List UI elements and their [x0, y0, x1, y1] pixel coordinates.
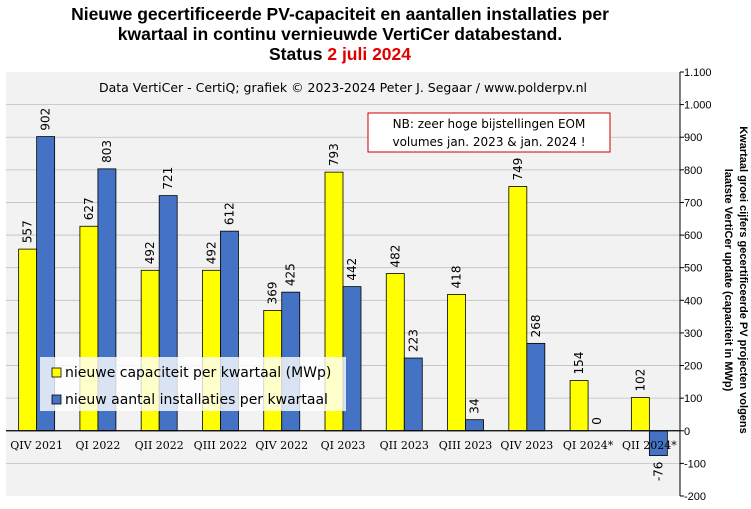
bar-capacity: [508, 186, 528, 432]
data-label: 492: [204, 241, 218, 264]
legend-label: nieuw aantal installaties per kwartaal: [65, 392, 328, 408]
y-tick-label: -100: [684, 458, 706, 470]
data-label: 268: [529, 314, 543, 337]
data-label: 442: [345, 258, 359, 281]
y-tick-label: -200: [684, 491, 706, 503]
data-label: 902: [39, 108, 53, 131]
data-label: 803: [100, 140, 114, 163]
bar-capacity: [18, 248, 38, 432]
data-label: 34: [468, 398, 482, 413]
y-tick-label: 300: [684, 328, 702, 340]
bar-installations: [526, 342, 546, 432]
data-label: 425: [284, 263, 298, 286]
bar-installations: [403, 357, 423, 432]
data-label: 223: [406, 329, 420, 352]
y-tick-label: 0: [684, 426, 690, 438]
data-label: 154: [572, 352, 586, 375]
data-label: 369: [266, 282, 280, 305]
y-tick-label: 1.100: [684, 67, 712, 79]
x-tick-label: QIV 2022: [255, 439, 308, 452]
y-tick-label: 100: [684, 393, 702, 405]
data-label: -76: [651, 462, 665, 482]
x-tick-label: QII 2023: [380, 439, 429, 452]
y-tick-label: 600: [684, 230, 702, 242]
bar-installations: [465, 419, 484, 432]
legend-swatch: [51, 367, 62, 378]
source-text: Data VertiCer - CertiQ; grafiek © 2023-2…: [99, 80, 587, 95]
y-tick-label: 900: [684, 132, 702, 144]
y-tick-label: 200: [684, 361, 702, 373]
bar-capacity: [385, 273, 405, 432]
y-tick-label: 1.000: [684, 100, 712, 112]
x-tick-label: QI 2022: [75, 439, 120, 452]
note-line-1: NB: zeer hoge bijstellingen EOM: [393, 117, 586, 131]
data-label: 482: [388, 245, 402, 268]
x-tick-label: QIII 2022: [194, 439, 248, 452]
bar-capacity: [447, 294, 466, 432]
y-axis-label-line: laatste VertiCer update (capaciteit in M…: [722, 169, 734, 392]
status-label: Status: [268, 44, 323, 64]
y-tick-label: 800: [684, 165, 702, 177]
data-label: 557: [21, 220, 35, 243]
title-line-1: Nieuwe gecertificeerde PV-capaciteit en …: [71, 4, 609, 24]
x-tick-label: QII 2022: [135, 439, 184, 452]
x-tick-label: QI 2023: [321, 439, 366, 452]
note-box: [367, 112, 611, 153]
data-label: 793: [327, 143, 341, 166]
data-label: 0: [590, 417, 604, 425]
note-line-2: volumes jan. 2023 & jan. 2024 !: [392, 135, 585, 149]
legend-label: nieuwe capaciteit per kwartaal (MWp): [65, 365, 331, 381]
bar-capacity: [630, 397, 650, 432]
legend-swatch: [51, 394, 62, 405]
x-tick-label: QIII 2023: [439, 439, 493, 452]
data-label: 418: [450, 266, 464, 289]
data-label: 102: [633, 369, 647, 392]
chart-title: Nieuwe gecertificeerde PV-capaciteit en …: [0, 4, 680, 64]
data-label: 627: [82, 197, 96, 220]
x-tick-label: QI 2024*: [563, 439, 614, 452]
data-label: 721: [161, 167, 175, 190]
y-tick-label: 700: [684, 197, 702, 209]
bar-capacity: [569, 380, 589, 432]
status-date: 2 juli 2024: [327, 44, 412, 64]
x-tick-label: QIV 2021: [10, 439, 63, 452]
legend: [40, 357, 346, 411]
data-label: 612: [222, 202, 236, 225]
x-tick-label: QII 2024*: [622, 439, 677, 452]
y-axis-label-line: Kwartaal groei cijfers gecertificeerde P…: [737, 126, 749, 434]
x-tick-label: QIV 2023: [500, 439, 553, 452]
data-label: 492: [143, 241, 157, 264]
data-label: 749: [511, 158, 525, 181]
title-line-2: kwartaal in continu vernieuwde VertiCer …: [117, 24, 563, 44]
title-line-3: Status 2 juli 2024: [0, 44, 680, 64]
y-tick-label: 400: [684, 295, 702, 307]
y-tick-label: 500: [684, 263, 702, 275]
